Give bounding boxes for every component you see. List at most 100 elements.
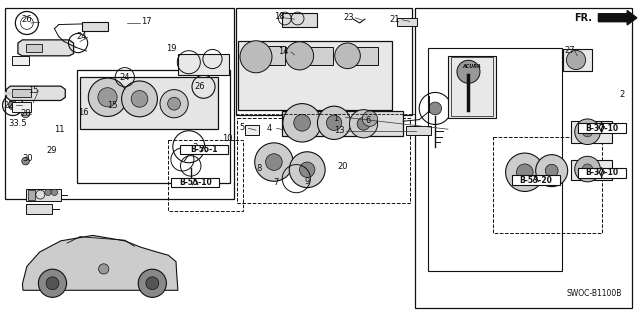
Bar [5, 8, 234, 199]
Text: B-37-10: B-37-10 [585, 124, 618, 133]
Bar [563, 49, 592, 71]
Circle shape [326, 115, 342, 130]
Circle shape [545, 164, 558, 177]
Bar [339, 47, 378, 65]
Text: 24: 24 [76, 32, 86, 41]
Bar [428, 48, 562, 271]
Circle shape [146, 277, 159, 290]
Circle shape [88, 78, 127, 116]
Bar [236, 8, 412, 115]
Text: B-53-20: B-53-20 [519, 176, 552, 185]
Circle shape [516, 164, 533, 181]
Bar [12, 89, 31, 97]
Bar [577, 123, 625, 133]
Bar [28, 190, 35, 200]
Bar [26, 189, 61, 201]
Bar [12, 102, 31, 112]
Text: 23: 23 [344, 13, 354, 22]
Bar [577, 168, 625, 178]
Text: 17: 17 [141, 17, 151, 26]
Bar [77, 70, 230, 183]
Text: 11: 11 [54, 125, 64, 134]
Bar [26, 204, 52, 214]
Bar [82, 22, 108, 31]
Text: 19: 19 [166, 44, 177, 53]
Bar [80, 77, 218, 129]
Text: 29: 29 [46, 146, 56, 155]
Circle shape [289, 152, 325, 188]
Circle shape [575, 156, 600, 182]
Circle shape [536, 155, 568, 187]
Bar [246, 46, 285, 65]
Circle shape [160, 90, 188, 118]
Circle shape [22, 157, 29, 165]
Text: 26: 26 [195, 82, 205, 91]
Bar [26, 44, 42, 52]
Text: 2: 2 [620, 90, 625, 99]
Polygon shape [18, 40, 74, 56]
Bar [291, 47, 333, 65]
Bar [168, 140, 243, 211]
Polygon shape [6, 86, 65, 100]
Text: SWOC-B1100B: SWOC-B1100B [566, 289, 622, 298]
Circle shape [362, 111, 378, 126]
Circle shape [294, 115, 310, 131]
Circle shape [266, 154, 282, 170]
Circle shape [506, 153, 544, 191]
Bar [406, 126, 431, 135]
Text: ACURA: ACURA [462, 64, 481, 70]
Circle shape [429, 102, 442, 115]
Bar [245, 125, 259, 135]
Circle shape [575, 119, 600, 145]
Text: 5: 5 [239, 123, 244, 132]
Circle shape [8, 101, 17, 110]
Circle shape [300, 162, 315, 177]
Text: 15: 15 [107, 101, 117, 110]
Circle shape [38, 269, 67, 297]
Text: 9: 9 [305, 177, 310, 186]
Text: 21: 21 [390, 15, 400, 24]
Text: B-37-10: B-37-10 [585, 168, 618, 177]
Text: 22: 22 [4, 101, 14, 110]
Bar [178, 54, 229, 75]
Text: 13: 13 [334, 126, 344, 135]
Bar [172, 178, 219, 187]
Text: 24: 24 [120, 73, 130, 82]
Bar [179, 145, 228, 154]
Bar [571, 121, 612, 143]
Polygon shape [598, 11, 637, 25]
Bar [571, 160, 612, 180]
Text: 10: 10 [222, 134, 232, 143]
Circle shape [335, 43, 360, 69]
Bar [238, 41, 392, 110]
Circle shape [582, 127, 593, 137]
Text: 15: 15 [28, 86, 38, 95]
Circle shape [255, 143, 293, 181]
Circle shape [349, 110, 378, 138]
Circle shape [131, 91, 148, 107]
Text: 18: 18 [275, 12, 285, 21]
Circle shape [98, 88, 117, 107]
Text: 30: 30 [22, 154, 33, 163]
Text: 28: 28 [20, 109, 31, 118]
Circle shape [51, 189, 58, 196]
Circle shape [285, 42, 314, 70]
Bar [451, 57, 493, 116]
Text: 8: 8 [257, 164, 262, 173]
Circle shape [240, 41, 272, 73]
Text: 4: 4 [266, 124, 271, 133]
Text: 14: 14 [278, 47, 289, 56]
Bar [512, 175, 559, 185]
Circle shape [317, 106, 351, 139]
Text: 20: 20 [337, 162, 348, 171]
Circle shape [45, 189, 51, 196]
Text: 16: 16 [78, 108, 88, 117]
Polygon shape [22, 235, 178, 290]
Circle shape [99, 264, 109, 274]
Circle shape [21, 109, 30, 118]
Text: 26: 26 [22, 15, 32, 24]
Circle shape [283, 104, 321, 142]
Bar [12, 56, 29, 65]
Text: 3: 3 [193, 143, 198, 152]
Circle shape [138, 269, 166, 297]
